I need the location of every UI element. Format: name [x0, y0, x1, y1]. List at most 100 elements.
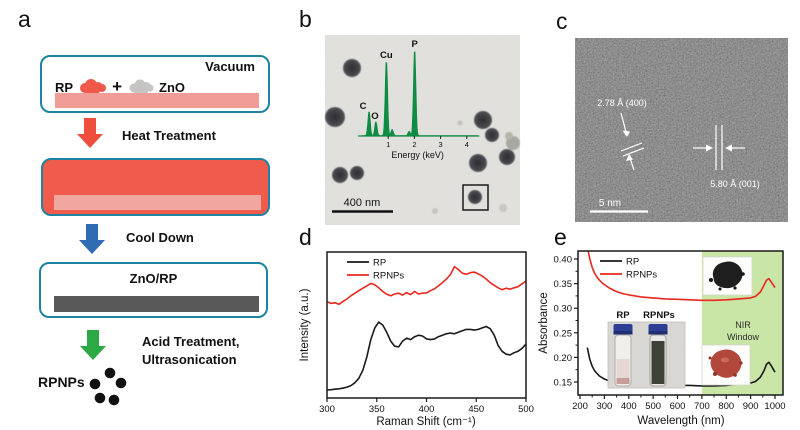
svg-text:RPNPs: RPNPs [373, 271, 404, 282]
absorbance-legend: RP RPNPs [600, 257, 657, 281]
raman-xlabel: Raman Shift (cm⁻¹) [376, 416, 476, 428]
raman-chart: 300 350 400 450 500 RP RPNPs Raman Shift (cm⁻… [299, 251, 534, 428]
black-powder-inset [702, 256, 753, 296]
svg-text:200: 200 [572, 401, 588, 412]
nanoparticles [325, 59, 520, 214]
plus-sign: + [112, 77, 122, 96]
svg-text:C: C [360, 101, 367, 112]
raman-plot-area [327, 252, 526, 398]
tem-scalebar-label: 400 nm [344, 197, 381, 209]
lattice-001-arrowheads [706, 144, 732, 152]
svg-text:800: 800 [718, 401, 734, 412]
raman-series-RP [327, 321, 526, 391]
svg-text:0.40: 0.40 [554, 255, 573, 266]
panel-c-label: c [556, 8, 568, 34]
absorbance-chart: 200 300 400 500 600 700 800 900 1000 0.15 0.20 0.25… [538, 250, 786, 427]
svg-text:700: 700 [694, 401, 710, 412]
zno-label: ZnO [159, 79, 185, 95]
vacuum-box: Vacuum RP + ZnO [40, 55, 270, 113]
svg-text:P: P [411, 39, 418, 50]
svg-text:0.25: 0.25 [554, 328, 573, 339]
rpnps-particles-icon [89, 367, 127, 406]
vial-photo-inset: RP RPNPs [607, 310, 686, 389]
absorbance-ylabel: Absorbance [538, 292, 550, 353]
svg-text:0.15: 0.15 [554, 378, 573, 389]
svg-text:O: O [371, 111, 378, 122]
rp-label: RP [55, 79, 74, 95]
lattice-400-label: 2.78 Å (400) [597, 98, 647, 108]
svg-text:3: 3 [439, 140, 443, 149]
vial-rpnps-label: RPNPs [643, 310, 675, 321]
svg-text:RPNPs: RPNPs [626, 270, 657, 281]
hrtem-scalebar-label: 5 nm [599, 198, 621, 209]
raman-curves [327, 265, 526, 391]
vial-rpnps [648, 324, 668, 387]
selected-particle-box [462, 184, 489, 211]
ultrasonication-label: Ultrasonication [142, 352, 237, 367]
vial-rp-label: RP [616, 310, 630, 321]
svg-text:1000: 1000 [764, 401, 785, 412]
acid-treatment-label: Acid Treatment, [142, 334, 240, 349]
acid-arrow-icon [80, 330, 106, 360]
svg-text:400: 400 [621, 401, 637, 412]
eds-spectrum: 1 2 3 4 Energy (keV) CO Cu P [358, 39, 480, 160]
hrtem-noise-texture [575, 38, 788, 222]
svg-text:300: 300 [319, 404, 335, 415]
svg-text:4: 4 [465, 140, 469, 149]
panel-b-label: b [299, 6, 312, 32]
svg-text:500: 500 [518, 404, 534, 415]
svg-text:1: 1 [386, 140, 390, 149]
svg-text:900: 900 [743, 401, 759, 412]
svg-text:Energy (keV): Energy (keV) [391, 150, 444, 160]
lattice-001-marks [693, 125, 745, 170]
lattice-400-marks [620, 112, 645, 171]
substrate-bar [55, 93, 259, 108]
reactants-row: RP + ZnO [55, 77, 185, 97]
tem-image: 1 2 3 4 Energy (keV) CO Cu P 400 nm [325, 35, 520, 225]
svg-text:500: 500 [645, 401, 661, 412]
cool-down-label: Cool Down [126, 230, 194, 245]
raman-ylabel: Intensity (a.u.) [299, 288, 311, 361]
rpnps-label: RPNPs [38, 374, 85, 390]
raman-axis-ticks: 300 350 400 450 500 [319, 398, 534, 415]
lattice-001-label: 5.80 Å (001) [710, 179, 760, 189]
svg-text:0.30: 0.30 [554, 304, 573, 315]
zno-rp-box: ZnO/RP [39, 262, 268, 318]
zno-rp-label: ZnO/RP [129, 271, 178, 286]
nir-window-label-line1: NIR [735, 320, 751, 330]
vacuum-label: Vacuum [205, 59, 255, 74]
svg-text:0.20: 0.20 [554, 353, 573, 364]
svg-text:0.35: 0.35 [554, 279, 573, 290]
svg-text:300: 300 [596, 401, 612, 412]
absorbance-axis-ticks: 200 300 400 500 600 700 800 900 1000 0.15 0.20 0.25… [554, 255, 786, 413]
svg-text:RP: RP [626, 257, 639, 268]
raman-series-RPNPs [327, 265, 526, 306]
panel-e-label: e [554, 224, 567, 250]
vial-rp [613, 324, 633, 387]
absorbance-plot-frame [577, 250, 784, 396]
lattice-400-arrowheads [622, 130, 633, 161]
nir-window-label-line2: Window [727, 332, 760, 342]
svg-text:350: 350 [369, 404, 385, 415]
heat-treatment-label: Heat Treatment [122, 128, 216, 143]
zno-blob-icon [129, 79, 154, 95]
absorbance-series-RPNPs [587, 251, 776, 302]
absorbance-xlabel: Wavelength (nm) [637, 415, 724, 427]
red-phosphorus-blob-icon [80, 79, 107, 95]
svg-text:2: 2 [412, 140, 416, 149]
hrtem-image: 2.78 Å (400) 5.80 Å (001) 5 nm [575, 38, 788, 222]
svg-text:400: 400 [419, 404, 435, 415]
svg-text:Cu: Cu [380, 50, 393, 61]
melt-inner-bar [54, 195, 261, 210]
raman-legend: RP RPNPs [347, 258, 404, 282]
svg-text:RP: RP [373, 258, 386, 269]
svg-text:600: 600 [670, 401, 686, 412]
cool-arrow-icon [79, 224, 105, 254]
panel-d-label: d [299, 224, 312, 250]
heated-melt-box [41, 158, 270, 216]
zno-rp-bar [54, 296, 259, 312]
panel-a-label: a [18, 6, 31, 32]
svg-text:450: 450 [468, 404, 484, 415]
heat-arrow-icon [77, 118, 103, 148]
